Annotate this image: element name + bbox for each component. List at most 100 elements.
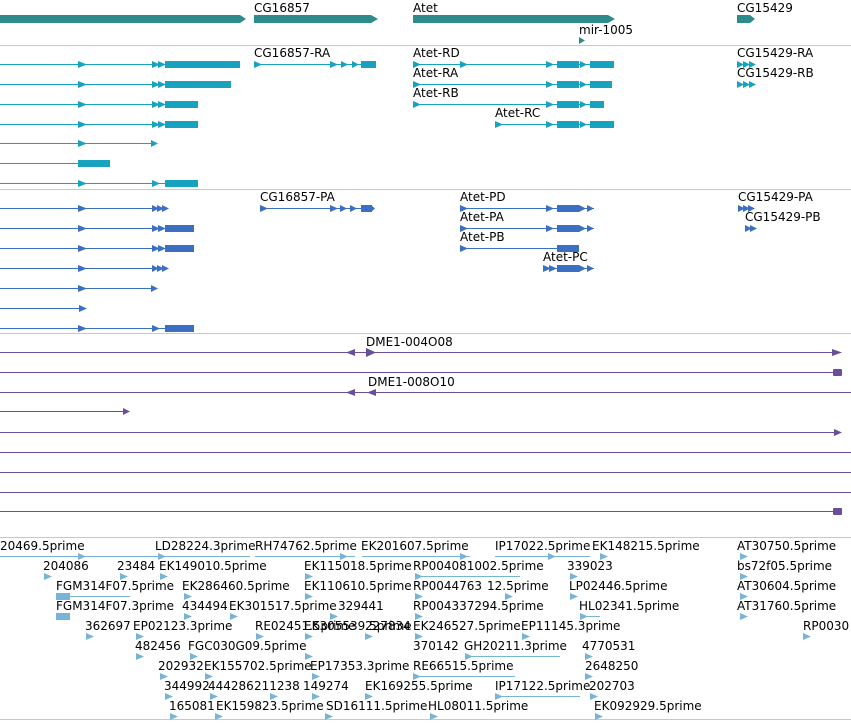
feature-block[interactable] <box>78 325 87 332</box>
feature-block[interactable] <box>557 205 579 212</box>
protein-atet-pa[interactable]: Atet-PA <box>460 210 594 232</box>
est-label[interactable]: RH74762.5prime <box>255 539 357 553</box>
feature-block[interactable] <box>460 61 468 68</box>
feature-block[interactable] <box>580 81 587 88</box>
feature-block[interactable] <box>325 713 333 720</box>
feature-block[interactable] <box>580 121 587 128</box>
feature-block[interactable] <box>415 613 423 620</box>
est-label[interactable]: RP0044763 <box>413 579 482 593</box>
feature-block[interactable] <box>151 285 158 292</box>
feature-block[interactable] <box>557 225 579 232</box>
feature-block[interactable] <box>78 205 87 212</box>
feature-block[interactable] <box>165 81 231 88</box>
feature-block[interactable] <box>580 101 587 108</box>
est-label[interactable]: FGC030G09.5prime <box>188 639 306 653</box>
feature-block[interactable] <box>330 205 338 212</box>
est-label[interactable]: EP17353.3prime <box>310 659 409 673</box>
feature-block[interactable] <box>738 205 745 212</box>
feature-block[interactable] <box>152 180 160 187</box>
feature-block[interactable] <box>580 613 588 620</box>
feature-block[interactable] <box>460 205 468 212</box>
feature-block[interactable] <box>460 225 468 232</box>
est-label[interactable]: EK246527.5prime <box>413 619 521 633</box>
transcript-cg15429-rb[interactable]: CG15429-RB <box>737 66 814 88</box>
feature-block[interactable] <box>78 121 87 128</box>
est-label[interactable]: EK115018.5prime <box>304 559 412 573</box>
transcript-row[interactable] <box>0 81 231 88</box>
est-label[interactable]: AT30604.5prime <box>737 579 836 593</box>
feature-block[interactable] <box>743 61 750 68</box>
feature-block[interactable] <box>79 305 87 312</box>
est-label[interactable]: 204086 <box>43 559 89 573</box>
feature-block[interactable] <box>158 245 166 252</box>
protein-row[interactable] <box>0 285 158 292</box>
feature-block[interactable] <box>215 713 223 720</box>
feature-block[interactable] <box>350 205 357 212</box>
est-label[interactable]: AT30750.5prime <box>737 539 836 553</box>
est-label[interactable]: EP02123.3prime <box>133 619 232 633</box>
est-label[interactable]: EK155702.5prime <box>204 659 312 673</box>
est-label[interactable]: 211238 <box>254 679 300 693</box>
gene-feature-mir-1005[interactable] <box>579 37 585 44</box>
est-label[interactable]: EK092929.5prime <box>594 699 702 713</box>
est-label[interactable]: EK148215.5prime <box>592 539 700 553</box>
est-label[interactable]: EK149010.5prime <box>159 559 267 573</box>
est-label[interactable]: EK159823.5prime <box>216 699 324 713</box>
transcript-row[interactable] <box>0 101 198 108</box>
feature-block[interactable] <box>152 225 160 232</box>
feature-block[interactable] <box>590 693 598 700</box>
feature-block[interactable] <box>152 245 160 252</box>
feature-block[interactable] <box>256 633 264 640</box>
feature-block[interactable] <box>158 121 166 128</box>
transcript-cg15429-ra[interactable]: CG15429-RA <box>737 46 814 68</box>
feature-block[interactable] <box>495 693 503 700</box>
feature-block[interactable] <box>162 205 169 212</box>
feature-block[interactable] <box>413 81 421 88</box>
est-label[interactable]: 482456 <box>135 639 181 653</box>
feature-block[interactable] <box>579 225 586 232</box>
feature-block[interactable] <box>415 633 423 640</box>
feature-block[interactable] <box>78 61 87 68</box>
transcript-cg16857-ra[interactable]: CG16857-RA <box>254 46 376 68</box>
feature-block[interactable] <box>230 613 238 620</box>
feature-block[interactable] <box>522 633 530 640</box>
feature-block[interactable] <box>165 225 194 232</box>
feature-block[interactable] <box>361 205 372 212</box>
feature-block[interactable] <box>157 205 164 212</box>
est-label[interactable]: RE66515.5prime <box>413 659 514 673</box>
feature-block[interactable] <box>78 553 86 560</box>
feature-block[interactable] <box>270 693 278 700</box>
feature-block[interactable] <box>254 61 262 68</box>
feature-block[interactable] <box>740 593 748 600</box>
feature-block[interactable] <box>190 653 198 660</box>
est-label[interactable]: EP11145.3prime <box>521 619 620 633</box>
feature-block[interactable] <box>740 553 748 560</box>
feature-block[interactable] <box>413 673 421 680</box>
feature-block[interactable] <box>152 61 160 68</box>
feature-block[interactable] <box>579 265 586 272</box>
feature-block[interactable] <box>78 140 87 147</box>
feature-block[interactable] <box>365 693 373 700</box>
est-label[interactable]: 444286 <box>208 679 254 693</box>
est-label[interactable]: 23484 <box>117 559 155 573</box>
feature-block[interactable] <box>152 101 160 108</box>
est-label[interactable]: 434494 <box>182 599 228 613</box>
feature-block[interactable] <box>365 633 373 640</box>
est-label[interactable]: EK305539.5prime <box>304 619 412 633</box>
est-label[interactable]: IP17022.5prime <box>495 539 590 553</box>
est-label[interactable]: 339023 <box>567 559 613 573</box>
gene-feature-cg15429[interactable] <box>737 15 755 23</box>
feature-block[interactable] <box>557 101 579 108</box>
alignment-row[interactable] <box>0 429 842 436</box>
feature-block[interactable] <box>157 265 164 272</box>
feature-block[interactable] <box>585 673 593 680</box>
feature-block[interactable] <box>136 633 144 640</box>
feature-block[interactable] <box>312 673 320 680</box>
feature-block[interactable] <box>152 81 160 88</box>
protein-row[interactable] <box>0 205 169 212</box>
feature-block[interactable] <box>580 61 587 68</box>
est-label[interactable]: 370142 <box>413 639 459 653</box>
feature-block[interactable] <box>743 205 750 212</box>
protein-row[interactable] <box>0 305 87 312</box>
feature-block[interactable] <box>546 81 554 88</box>
